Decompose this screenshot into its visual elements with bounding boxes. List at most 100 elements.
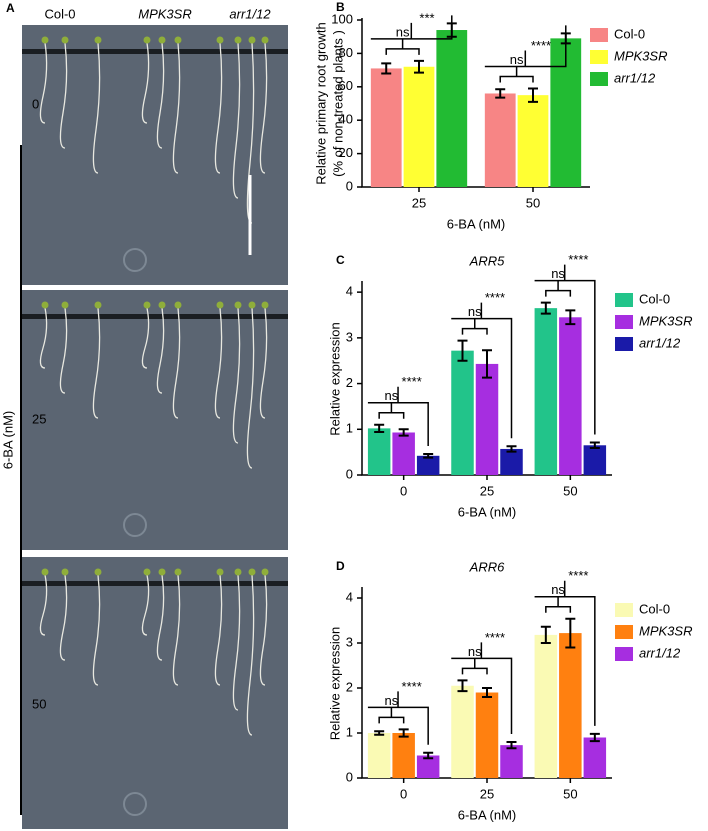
seedling [59,574,68,661]
bar [475,363,499,475]
chart-title: ARR5 [469,253,505,268]
error-bar [423,452,434,459]
legend-swatch [615,315,633,329]
seedling [172,42,181,174]
significance-label: *** [419,10,434,25]
legend-swatch [615,625,633,639]
significance-bracket [484,25,567,68]
significance-bracket [451,302,513,439]
axes [361,587,612,779]
seedling [246,574,255,736]
cotyledon [94,568,102,576]
seedling [246,42,255,224]
error-bar [423,751,434,760]
cotyledon [174,568,182,576]
x-tick-label: 50 [526,195,540,210]
x-tick-label: 50 [563,483,577,498]
error-bar [374,730,385,736]
cotyledon [143,36,151,44]
x-tick-label: 50 [563,786,577,801]
y-tick-label: 100 [331,11,353,26]
column-label: Col-0 [44,6,75,21]
cotyledon [174,301,182,309]
y-tick-label: 4 [346,284,353,299]
legend-swatch [590,28,608,42]
bar [416,755,440,778]
y-tick-label: 80 [339,45,353,60]
y-tick-label: 20 [339,145,353,160]
y-tick-label: 0 [346,466,353,481]
bar [559,317,582,475]
error-bar [506,445,517,453]
column-label: MPK3SR [138,6,191,21]
cotyledon [143,301,151,309]
significance-bracket [545,596,572,613]
seedling [232,307,241,444]
cotyledon [41,568,49,576]
significance-bracket [367,691,429,745]
significance-bracket [370,15,453,40]
error-bar [495,88,506,99]
significance-label: **** [402,374,422,389]
cotyledon [41,36,49,44]
column-label: arr1/12 [229,6,271,21]
seedling [259,574,268,686]
error-bar [457,339,468,362]
seedling [246,307,255,469]
significance-label: **** [485,630,505,645]
bar [392,432,415,475]
seedling [214,307,223,419]
cotyledon [61,568,69,576]
y-tick-label: 3 [346,329,353,344]
x-tick-label: 0 [400,786,407,801]
bar [416,455,440,475]
cotyledon [143,568,151,576]
cotyledon [234,301,242,309]
bar [370,68,402,187]
panel-label: B [336,0,345,14]
significance-label: ns [551,582,565,597]
cotyledon [94,301,102,309]
x-axis-label: 6-BA (nM) [447,216,506,231]
bar [403,66,435,187]
bar [583,445,607,475]
seedling [141,574,150,636]
seedling [59,307,68,394]
cotyledon [248,568,256,576]
axis-label: 6-BA (nM) [0,411,15,470]
x-tick-label: 25 [412,195,426,210]
seedling [232,574,241,711]
seedling [259,307,268,419]
cotyledon [248,36,256,44]
x-tick-label: 0 [400,483,407,498]
significance-bracket [545,280,572,297]
cotyledon [234,36,242,44]
error-bar [540,301,551,315]
error-bar [482,349,492,379]
error-bar [398,428,409,437]
cotyledon [234,568,242,576]
x-axis-label: 6-BA (nM) [458,807,517,822]
cotyledon [261,301,269,309]
seedling [141,42,150,124]
significance-label: ns [396,24,410,39]
seedling [92,574,101,686]
y-axis-label: Relative expression [327,322,342,435]
significance-bracket [451,642,513,734]
significance-label: ns [385,693,399,708]
axes [361,281,612,476]
legend-swatch [615,293,633,307]
y-tick-label: 40 [339,112,353,127]
significance-bracket [378,402,405,419]
seedling [156,307,165,394]
chart-title: ARR6 [469,559,505,574]
bar [517,95,549,187]
bar [500,745,523,778]
error-bar [565,617,576,649]
significance-label: ns [468,644,482,659]
plate-bar [22,314,288,319]
seedling [39,42,48,124]
cotyledon [158,36,166,44]
significance-label: **** [531,38,551,53]
cotyledon [61,36,69,44]
